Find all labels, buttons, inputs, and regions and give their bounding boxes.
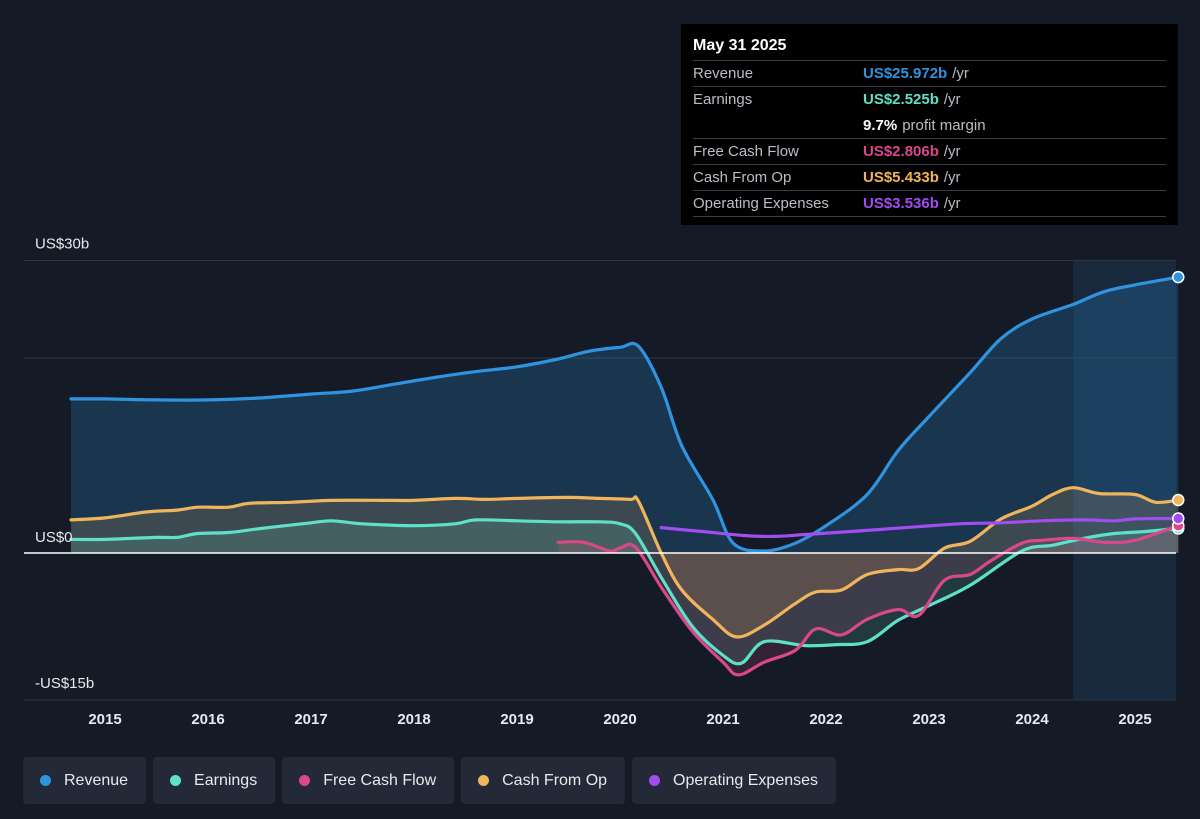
y-tick-label: -US$15b (35, 675, 94, 692)
legend-item-free-cash-flow[interactable]: Free Cash Flow (282, 757, 455, 804)
free-cash-flow-line (556, 524, 1180, 677)
x-tick-label: 2021 (706, 711, 739, 728)
highlight-band (1073, 261, 1176, 700)
tooltip-unit: /yr (943, 195, 961, 212)
tooltip-value: US$25.972b (863, 65, 948, 82)
revenue-area (71, 277, 1179, 553)
tooltip-unit: /yr (943, 169, 961, 186)
tooltip-label: Cash From Op (693, 169, 792, 186)
tooltip-value: US$2.806b (863, 143, 939, 160)
tooltip-row: 9.7% profit margin (693, 112, 1166, 138)
legend-item-cash-from-op[interactable]: Cash From Op (461, 757, 626, 804)
legend-item-revenue[interactable]: Revenue (23, 757, 147, 804)
legend-item-operating-expenses[interactable]: Operating Expenses (632, 757, 837, 804)
legend-label: Earnings (194, 771, 258, 789)
operating-expenses-line (659, 516, 1180, 539)
x-tick-label: 2019 (500, 711, 533, 728)
x-tick-label: 2024 (1015, 711, 1049, 728)
tooltip-value: 9.7% (863, 117, 898, 134)
series-end-dots (1172, 270, 1185, 535)
tooltip-row: Earnings US$2.525b/yr (693, 86, 1166, 112)
y-tick-label: US$30b (35, 236, 89, 253)
x-tick-label: 2017 (294, 711, 327, 728)
tooltip-value: US$3.536b (863, 195, 939, 212)
tooltip-row: Operating Expenses US$3.536b/yr (693, 190, 1166, 216)
tooltip-row: Cash From Op US$5.433b/yr (693, 164, 1166, 190)
tooltip: May 31 2025 Revenue US$25.972b/yr Earnings… (681, 24, 1178, 225)
tooltip-row: Revenue US$25.972b/yr (693, 60, 1166, 86)
tooltip-date: May 31 2025 (693, 37, 787, 54)
series-fills (71, 277, 1179, 675)
tooltip-label: Operating Expenses (693, 195, 829, 212)
legend-dot-icon (649, 775, 661, 786)
free-cash-flow-area (558, 525, 1179, 675)
x-tick-label: 2022 (809, 711, 842, 728)
legend-dot-icon (478, 775, 490, 786)
tooltip-label: Revenue (693, 65, 754, 82)
x-tick-label: 2015 (88, 711, 121, 728)
earnings-line (69, 518, 1180, 666)
operating-expenses-end-dot (1172, 512, 1185, 525)
legend-label: Cash From Op (502, 771, 608, 789)
x-tick-label: 2016 (191, 711, 224, 728)
tooltip-unit: /yr (943, 91, 961, 108)
x-tick-label: 2020 (603, 711, 636, 728)
legend: Revenue Earnings Free Cash Flow Cash From O… (23, 757, 837, 804)
tooltip-divider (693, 216, 1166, 218)
revenue-line (69, 275, 1180, 553)
tooltip-unit: /yr (943, 143, 961, 160)
tooltip-unit: /yr (952, 65, 969, 82)
legend-label: Free Cash Flow (323, 771, 437, 789)
earnings-area (71, 519, 1179, 664)
tooltip-row: Free Cash Flow US$2.806b/yr (693, 138, 1166, 164)
tooltip-unit: profit margin (902, 117, 986, 134)
cash-from-op-end-dot (1172, 493, 1185, 507)
legend-item-earnings[interactable]: Earnings (153, 757, 276, 804)
tooltip-value: US$5.433b (863, 169, 939, 186)
legend-dot-icon (299, 775, 311, 786)
tooltip-value: US$2.525b (863, 91, 939, 108)
tooltip-rows: Revenue US$25.972b/yr Earnings US$2.525b/yr… (693, 60, 1166, 216)
y-tick-label: US$0 (35, 529, 73, 546)
x-axis-labels: 2015 2016 2017 2018 2019 2020 2021 2022 2023 2024… (88, 711, 1151, 728)
legend-dot-icon (170, 775, 182, 786)
x-tick-label: 2023 (912, 711, 945, 728)
legend-label: Operating Expenses (673, 771, 819, 789)
x-tick-label: 2018 (397, 711, 430, 728)
legend-label: Revenue (64, 771, 129, 789)
cash-from-op-line (69, 486, 1180, 639)
revenue-end-dot (1172, 270, 1185, 284)
legend-dot-icon (40, 775, 51, 786)
series-lines (69, 275, 1180, 677)
cash-from-op-area (71, 487, 1179, 637)
y-axis-labels: US$30b US$0 -US$15b (35, 236, 94, 693)
x-tick-label: 2025 (1118, 711, 1151, 728)
tooltip-label: Earnings (693, 91, 753, 108)
tooltip-label: Free Cash Flow (693, 143, 799, 160)
